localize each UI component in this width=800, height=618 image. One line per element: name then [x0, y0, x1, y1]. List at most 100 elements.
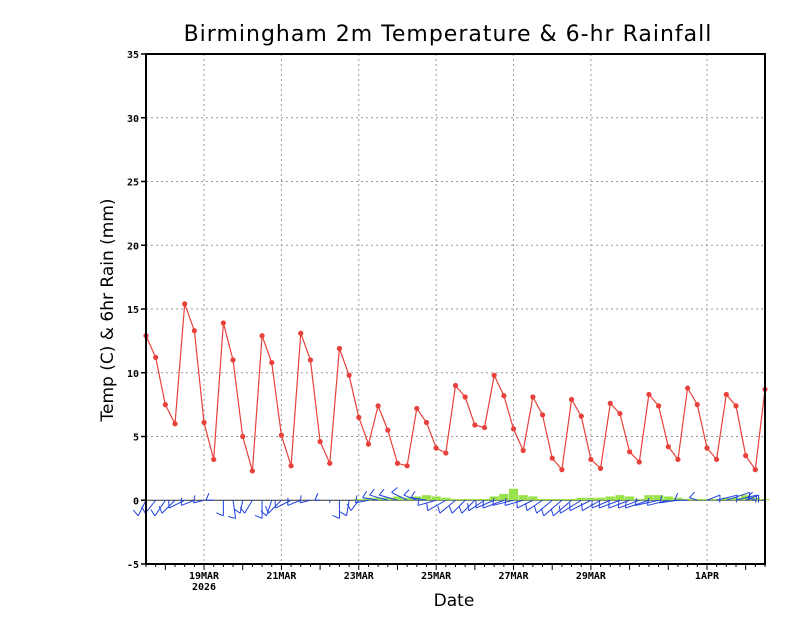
temperature-point: [346, 372, 352, 378]
wind-barb: [354, 495, 369, 504]
temperature-point: [240, 433, 246, 440]
temperature-point: [327, 460, 333, 466]
wind-barb: [437, 499, 456, 514]
temperature-point: [665, 444, 671, 450]
temperature-point: [491, 372, 497, 378]
y-axis-label: Temp (C) & 6hr Rain (mm): [98, 198, 118, 422]
wind-barb: [141, 499, 157, 514]
rain-bar: [750, 497, 760, 501]
temperature-point: [172, 421, 178, 427]
x-tick-label: 23MAR: [344, 571, 375, 582]
temperature-point: [394, 460, 401, 466]
rain-bar: [479, 498, 490, 501]
temperature-point: [636, 459, 642, 465]
temperature-point: [259, 333, 265, 339]
temperature-point: [510, 426, 517, 432]
wind-barb: [482, 499, 505, 509]
wind-barb: [533, 499, 553, 514]
wind-barb: [426, 499, 447, 512]
wind-barb: [591, 499, 611, 509]
temperature-point: [182, 301, 188, 307]
wind-barb: [598, 499, 621, 509]
rain-bar: [557, 498, 567, 501]
temperature-point: [414, 405, 420, 412]
temperature-point: [385, 427, 391, 433]
temperature-point: [307, 357, 314, 363]
rain-bar: [615, 495, 625, 501]
wind-barb: [504, 497, 524, 506]
grid-layer: [146, 54, 765, 564]
temperature-point: [423, 419, 430, 426]
rain-bar: [470, 498, 480, 501]
rain-bar: [673, 497, 683, 501]
y-tick-label: 0: [133, 496, 139, 507]
x-tick-label: 1APR: [695, 571, 720, 582]
temperature-point: [675, 456, 681, 463]
wind-barb: [233, 500, 244, 514]
rain-bar: [586, 497, 596, 501]
rain-bar: [547, 498, 557, 501]
temperature-point: [433, 445, 439, 451]
x-tick-label: 27MAR: [498, 571, 529, 582]
rain-bar: [595, 497, 606, 501]
temperature-point: [249, 468, 255, 474]
x-axis-label: Date: [434, 591, 475, 611]
wind-barb: [625, 499, 650, 509]
temperature-point: [752, 467, 758, 473]
temperature-point: [452, 382, 459, 389]
rain-bar: [692, 498, 702, 501]
rain-bar: [373, 497, 383, 501]
temperature-series: [143, 301, 768, 474]
temperature-point: [288, 463, 294, 469]
temperature-point: [723, 391, 729, 398]
wind-barb: [274, 499, 292, 509]
wind-barb: [634, 497, 659, 506]
rainfall-bars: [354, 488, 770, 501]
temperature-point: [211, 456, 217, 463]
temperature-point: [191, 328, 197, 334]
rain-bar: [383, 497, 393, 501]
rain-bar: [508, 488, 519, 501]
rain-bar: [499, 493, 509, 501]
temperature-point: [404, 463, 410, 469]
rain-bar: [576, 497, 586, 501]
wind-barb: [216, 500, 224, 517]
temperature-point: [317, 439, 323, 445]
wind-barb: [689, 491, 698, 501]
rain-bar: [421, 495, 432, 501]
wind-barb: [646, 497, 669, 506]
wind-barb: [475, 499, 495, 509]
y-tick-label: 35: [127, 50, 139, 61]
temperature-point: [220, 320, 226, 326]
wind-barb: [150, 499, 166, 517]
rain-bar: [460, 498, 470, 501]
temperature-point: [298, 330, 304, 336]
rain-bar: [731, 497, 741, 501]
temperature-point: [365, 441, 372, 447]
wind-barb: [260, 500, 273, 517]
wind-barb: [558, 499, 582, 514]
x-tick-label: 21MAR: [266, 571, 297, 582]
rain-bar: [354, 498, 364, 501]
temperature-point: [336, 345, 343, 352]
wind-barb: [525, 499, 543, 512]
rain-bar: [566, 498, 577, 501]
rain-bar: [721, 497, 731, 501]
wind-barb: [287, 497, 301, 506]
temperature-point: [230, 357, 236, 363]
wind-barb: [254, 500, 263, 519]
temperature-point: [549, 455, 555, 461]
temperature-point: [501, 393, 507, 399]
temperature-point: [481, 424, 488, 431]
temperature-point: [375, 403, 381, 409]
wind-barb: [314, 493, 321, 501]
rain-bar: [624, 496, 635, 501]
x-tick-sublabel: 2026: [192, 582, 216, 593]
y-tick-label: -5: [127, 560, 139, 571]
wind-barb: [467, 499, 485, 512]
wind-barb: [193, 495, 205, 504]
wind-barb: [332, 500, 340, 519]
temperature-point: [162, 402, 168, 408]
temperature-point: [462, 394, 468, 400]
